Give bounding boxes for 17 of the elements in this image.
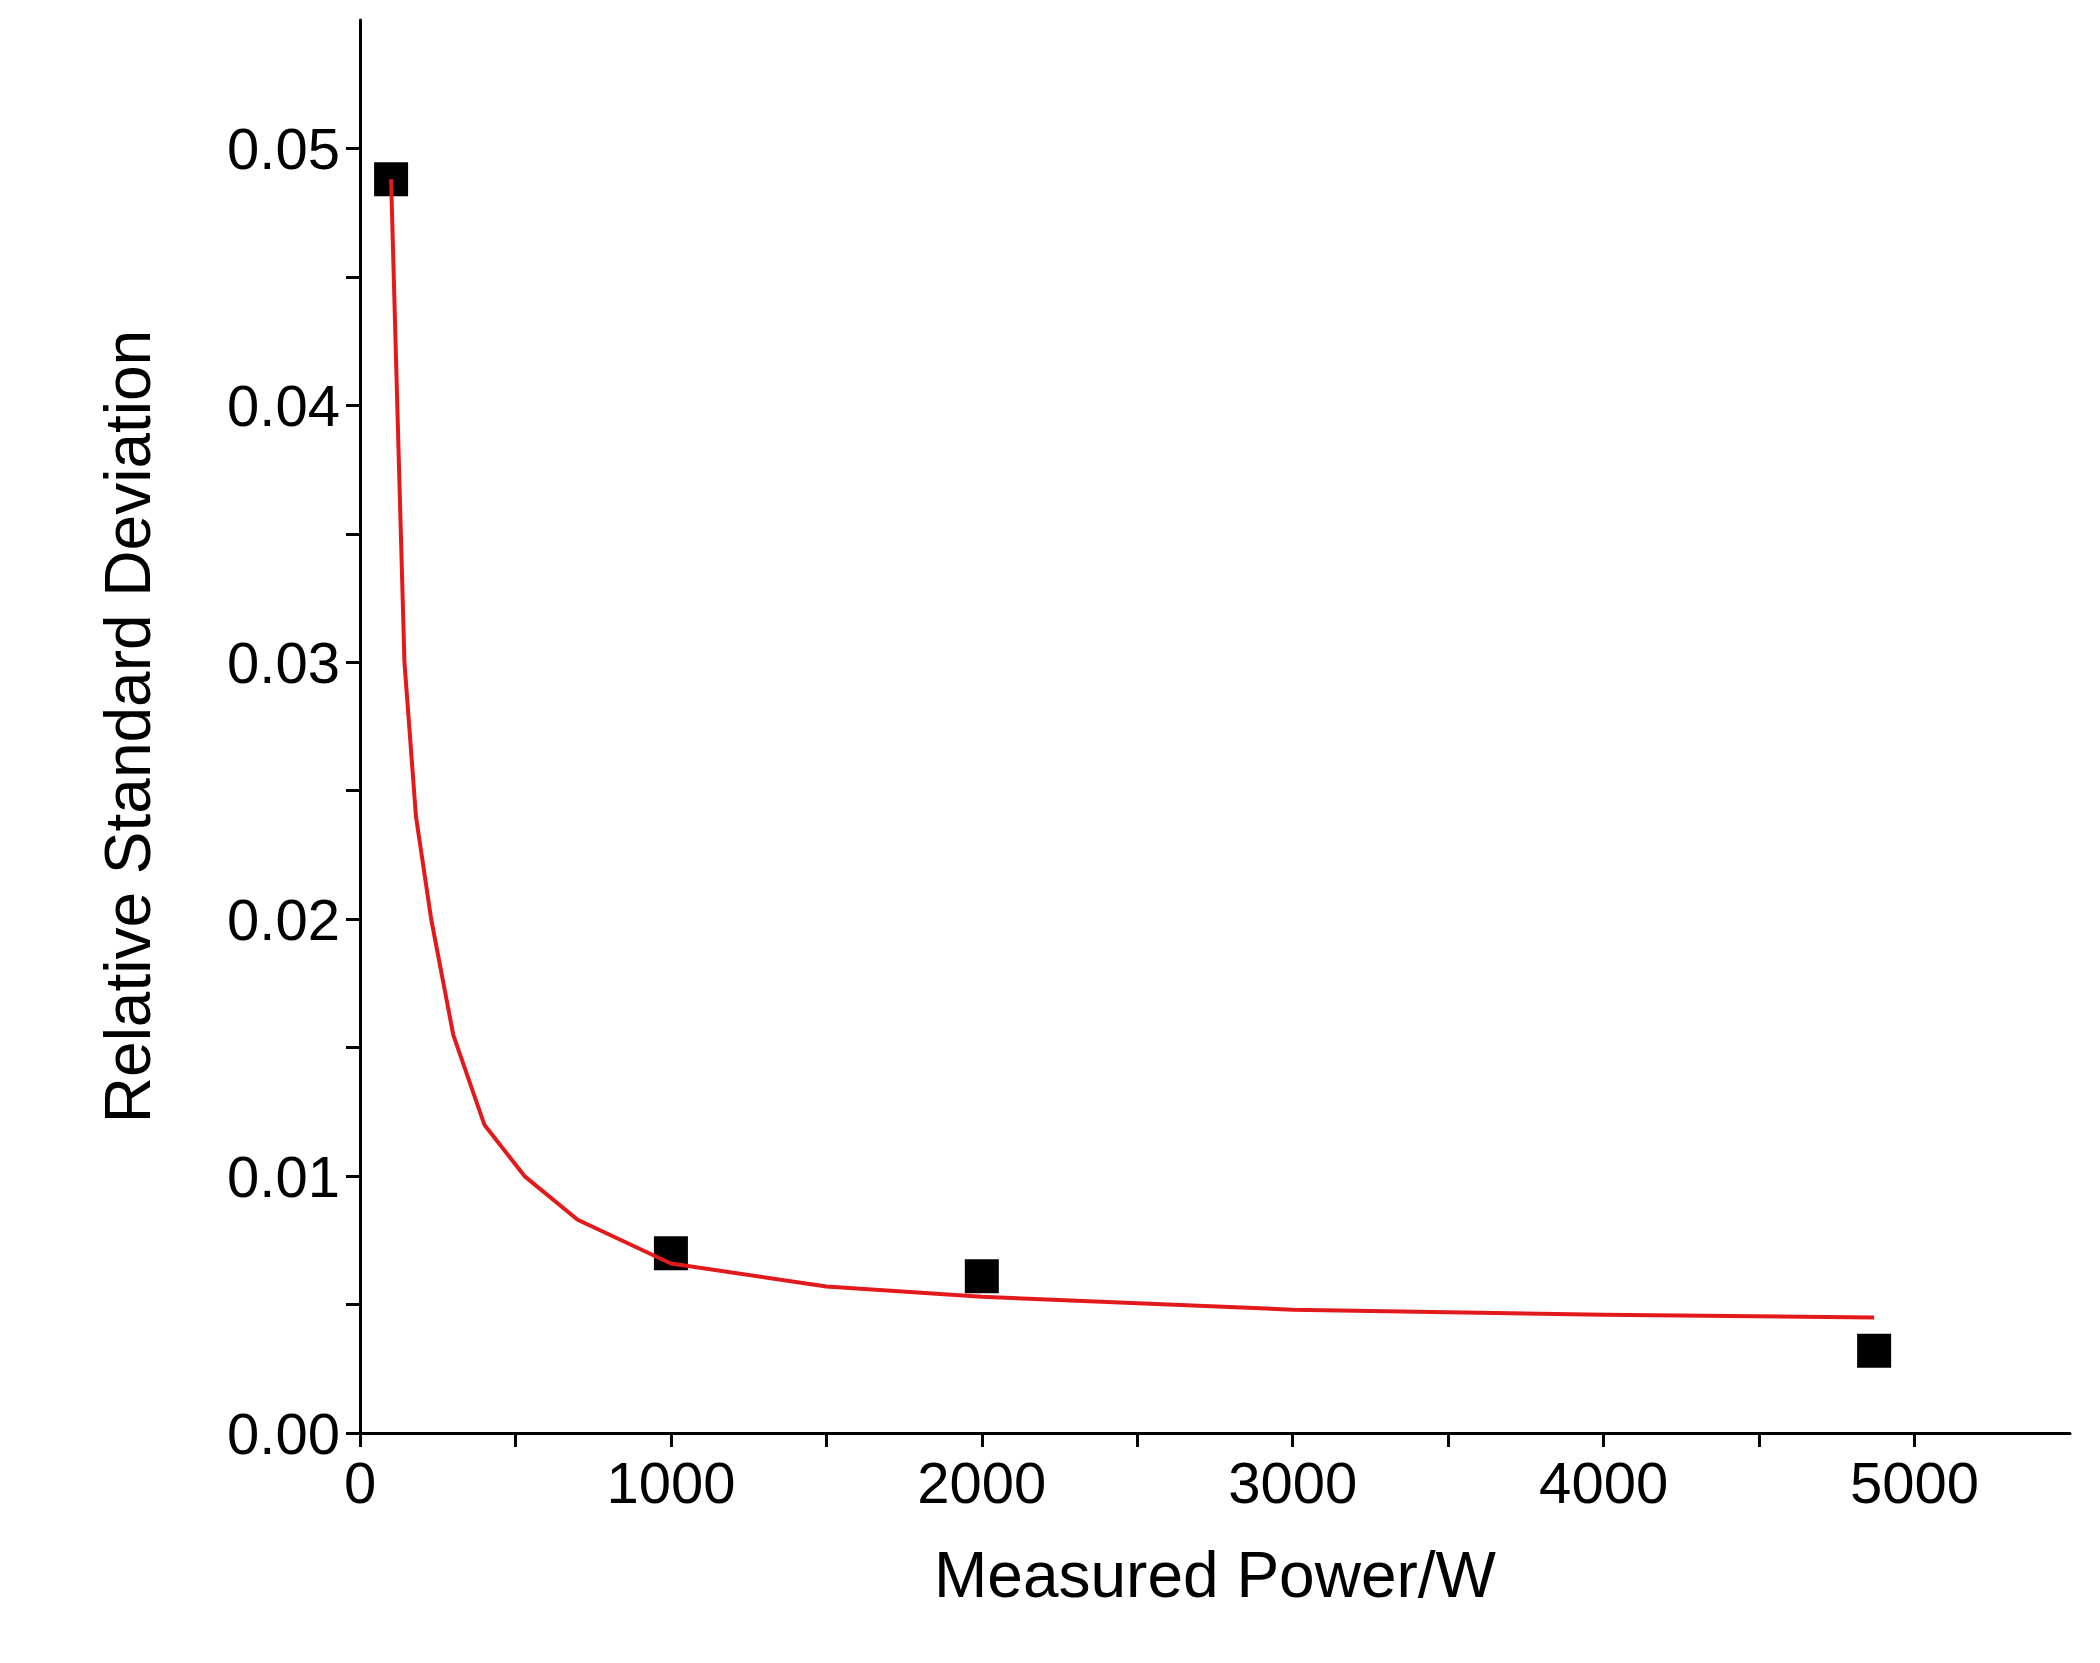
- y-tick-label: 0.05: [227, 115, 340, 181]
- y-axis-title: Relative Standard Deviation: [92, 329, 164, 1124]
- y-tick-label: 0.04: [227, 372, 340, 438]
- x-tick-label: 4000: [1539, 1449, 1669, 1515]
- x-axis-title: Measured Power/W: [934, 1539, 1497, 1611]
- y-tick-label: 0.00: [227, 1400, 340, 1466]
- x-tick-label: 3000: [1228, 1449, 1358, 1515]
- point: [1857, 1333, 1892, 1368]
- point: [374, 162, 409, 197]
- point: [964, 1259, 999, 1294]
- y-tick-label: 0.02: [227, 886, 340, 952]
- x-tick-label: 0: [343, 1449, 377, 1515]
- x-tick-label: 5000: [1850, 1449, 1980, 1515]
- x-tick-label: 1000: [606, 1449, 736, 1515]
- y-tick-label: 0.01: [227, 1143, 340, 1209]
- x-tick-label: 2000: [917, 1449, 1047, 1515]
- y-tick-label: 0.03: [227, 629, 340, 695]
